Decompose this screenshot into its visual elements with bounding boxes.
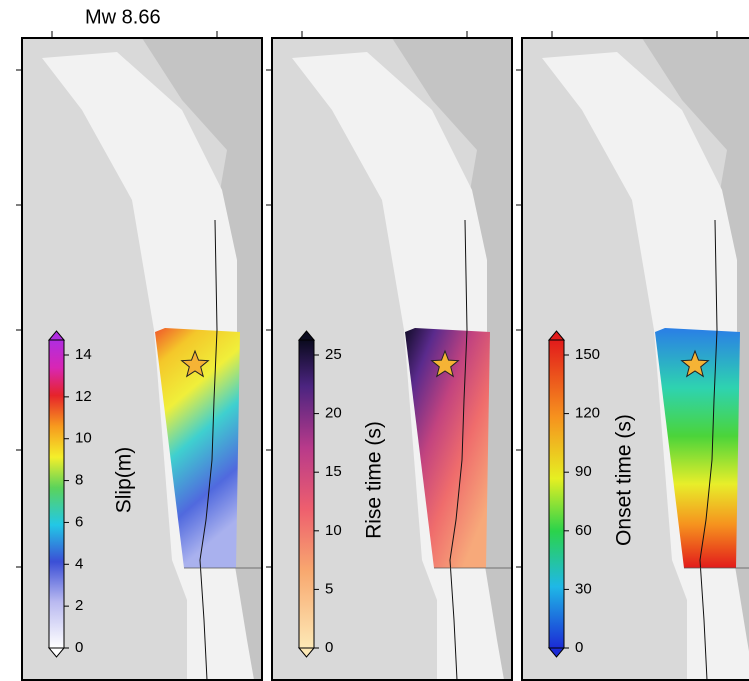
colorbar-tick-label: 0: [575, 639, 583, 656]
epicenter: [430, 349, 460, 378]
rupture-patch: [405, 328, 490, 568]
coastline: [199, 219, 218, 680]
colorbar-tick-label: 120: [575, 405, 600, 422]
colorbar-tick-label: 12: [75, 388, 92, 405]
colorbar-tick-label: 5: [325, 580, 333, 597]
title: Mw 8.66: [85, 6, 161, 28]
colorbar-label: Rise time (s): [363, 421, 386, 539]
panel-frame: [21, 37, 263, 681]
rupture-patch: [155, 328, 240, 568]
colorbar-tick-label: 10: [75, 430, 92, 447]
panel-frame: [521, 37, 749, 681]
colorbar-tick-label: 15: [325, 463, 342, 480]
colorbar: [48, 339, 65, 649]
colorbar-tick-label: 6: [75, 513, 83, 530]
map-panel: 0 30 60 90 120 150 Onset time (s): [516, 31, 749, 681]
colorbar-tick-label: 10: [325, 522, 342, 539]
colorbar-tick-label: 60: [575, 522, 592, 539]
colorbar-tick-label: 30: [575, 580, 592, 597]
colorbar-tick-label: 25: [325, 346, 342, 363]
colorbar-tick-label: 8: [75, 472, 83, 489]
colorbar-label: Onset time (s): [613, 414, 636, 546]
rupture-patch: [655, 328, 740, 568]
colorbar-tick-label: 2: [75, 597, 83, 614]
colorbar-label: Slip(m): [113, 447, 136, 514]
map-panel: 0 5 10 15 20 25 Rise time (s): [266, 31, 513, 681]
map-panel: 0 2 4 6 8 10 12 14 Slip(m): [16, 31, 263, 681]
epicenter: [680, 349, 710, 378]
colorbar-tick-label: 0: [325, 639, 333, 656]
colorbar-tick-label: 20: [325, 405, 342, 422]
coastline: [449, 219, 468, 680]
colorbar-tick-label: 0: [75, 639, 83, 656]
epicenter: [180, 349, 210, 378]
colorbar-tick-label: 90: [575, 463, 592, 480]
colorbar-tick-label: 150: [575, 346, 600, 363]
colorbar-tick-label: 4: [75, 555, 83, 572]
coastline: [699, 219, 718, 680]
colorbar: [548, 339, 565, 649]
panel-frame: [271, 37, 513, 681]
colorbar: [298, 339, 315, 649]
colorbar-tick-label: 14: [75, 346, 92, 363]
